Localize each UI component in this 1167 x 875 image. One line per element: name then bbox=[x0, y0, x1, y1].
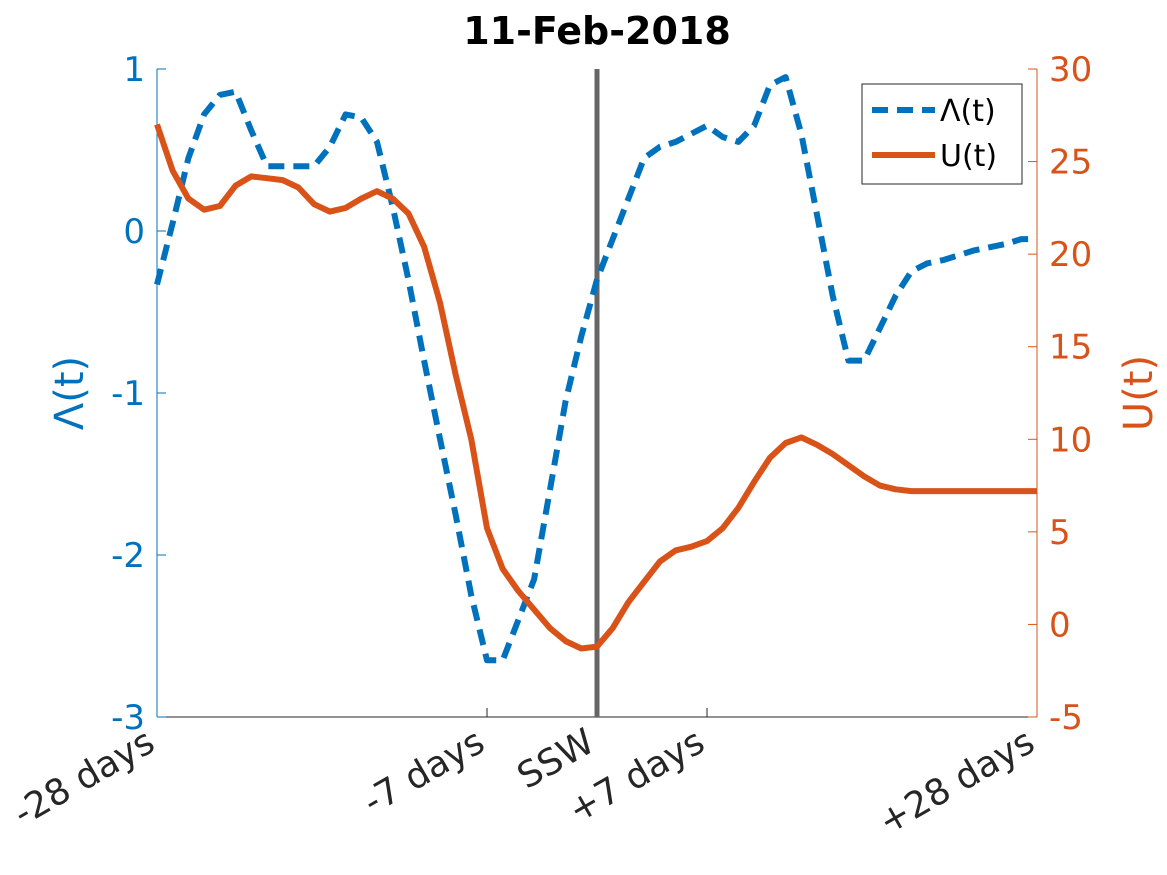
left-tick-label-3: -2 bbox=[111, 536, 145, 576]
legend: Λ(t) U(t) bbox=[861, 83, 1023, 185]
right-tick-label-5: 5 bbox=[1049, 513, 1071, 553]
x-tick-label-1: -7 days bbox=[356, 721, 491, 823]
chart-title: 11-Feb-2018 bbox=[463, 9, 731, 53]
x-tick-label-0: -28 days bbox=[7, 721, 162, 834]
right-tick-label-4: 10 bbox=[1049, 420, 1092, 460]
right-tick-label-3: 15 bbox=[1049, 328, 1092, 368]
x-tick-label-4: +28 days bbox=[872, 721, 1042, 843]
legend-box bbox=[861, 83, 1023, 185]
series-line-u bbox=[154, 123, 1037, 652]
left-tick-label-2: -1 bbox=[111, 374, 145, 414]
legend-label-u: U(t) bbox=[940, 139, 997, 174]
left-tick-label-4: -3 bbox=[111, 698, 145, 738]
legend-label-lambda: Λ(t) bbox=[940, 94, 996, 129]
left-tick-label-1: 0 bbox=[123, 212, 145, 252]
right-tick-label-1: 25 bbox=[1049, 143, 1092, 183]
right-tick-label-7: -5 bbox=[1049, 698, 1083, 738]
left-axis-label: Λ(t) bbox=[47, 356, 93, 430]
right-tick-label-0: 30 bbox=[1049, 50, 1092, 90]
right-tick-label-6: 0 bbox=[1049, 605, 1071, 645]
right-tick-label-2: 20 bbox=[1049, 235, 1092, 275]
series-line-lambda bbox=[154, 74, 1037, 664]
right-axis-label: U(t) bbox=[1116, 355, 1162, 431]
left-tick-label-0: 1 bbox=[123, 50, 145, 90]
